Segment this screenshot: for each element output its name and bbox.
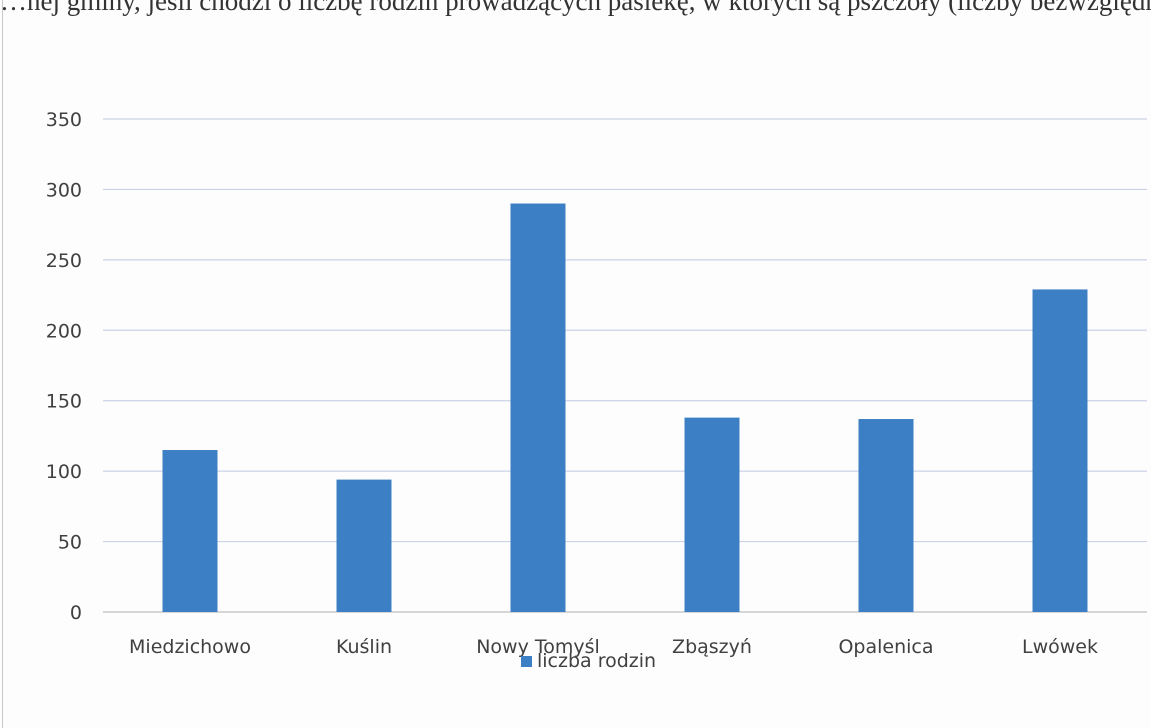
y-tick-label: 200 [46, 320, 82, 342]
x-tick-label: Miedzichowo [129, 636, 251, 658]
y-tick-label: 300 [46, 179, 82, 201]
x-tick-label: Kuślin [336, 636, 392, 658]
chart-title: …nej gminy, jeśli chodzi o liczbę rodzin… [0, 0, 1151, 16]
x-tick-label: Nowy Tomyśl [476, 636, 600, 658]
y-tick-label: 0 [70, 602, 82, 624]
scan-edge [2, 0, 3, 728]
x-tick-label: Zbąszyń [672, 636, 752, 658]
y-tick-label: 50 [58, 532, 82, 554]
x-tick-label: Opalenica [838, 636, 933, 658]
y-tick-label: 250 [46, 250, 82, 272]
bar [1032, 289, 1088, 612]
y-tick-label: 350 [46, 109, 82, 131]
x-tick-label: Lwówek [1022, 636, 1098, 658]
legend-label: liczba rodzin [537, 650, 656, 672]
bar [162, 450, 218, 612]
x-axis-ticks: Miedzichowo Kuślin Nowy Tomyśl Zbąszyń Opale… [129, 636, 1098, 658]
y-tick-label: 150 [46, 391, 82, 413]
y-tick-label: 100 [46, 461, 82, 483]
y-axis-ticks: 0 50 100 150 200 250 300 350 [46, 109, 82, 624]
bar [858, 419, 914, 612]
bar [336, 479, 392, 612]
bar [510, 203, 566, 612]
legend-swatch [521, 656, 532, 667]
bars [162, 203, 1088, 612]
legend: liczba rodzin [521, 650, 656, 672]
gridlines [103, 118, 1147, 613]
bar [684, 417, 740, 612]
